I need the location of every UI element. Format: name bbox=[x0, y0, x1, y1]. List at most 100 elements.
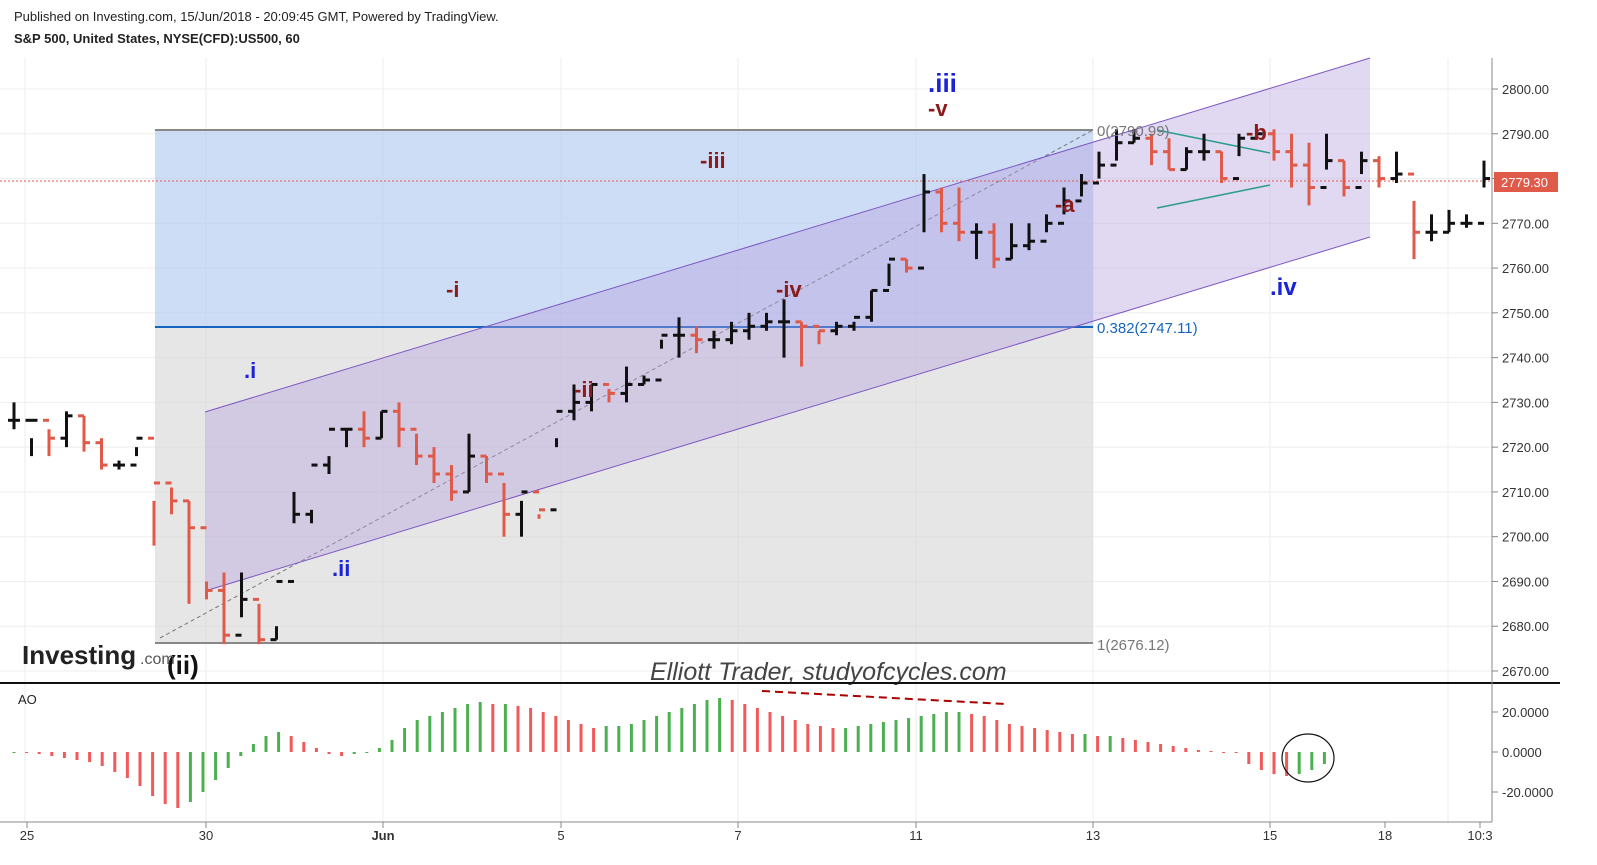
price-tick-label: 2720.00 bbox=[1502, 440, 1549, 455]
ao-bar bbox=[1007, 724, 1011, 752]
last-price-badge bbox=[1494, 172, 1558, 192]
price-tick-label: 2700.00 bbox=[1502, 530, 1549, 545]
ao-bar bbox=[1310, 752, 1314, 770]
ohlc-bar bbox=[883, 257, 895, 292]
wave-label-minus-i: -i bbox=[446, 277, 459, 302]
price-tick-label: 2790.00 bbox=[1502, 127, 1549, 142]
ao-bar bbox=[440, 712, 444, 752]
ao-bar bbox=[314, 748, 318, 752]
time-tick-label: 7 bbox=[734, 828, 741, 843]
ao-bar bbox=[529, 708, 533, 752]
ohlc-bar bbox=[1110, 129, 1123, 167]
ao-bar bbox=[806, 724, 810, 752]
ao-bar bbox=[415, 720, 419, 752]
ao-bar bbox=[907, 718, 911, 752]
ao-bar bbox=[932, 714, 936, 752]
ao-histogram bbox=[12, 698, 1326, 808]
symbol-title: S&P 500, United States, NYSE(CFD):US500,… bbox=[14, 31, 300, 46]
ao-bar bbox=[1171, 746, 1175, 752]
ao-bar bbox=[718, 698, 722, 752]
time-tick-label: 30 bbox=[199, 828, 213, 843]
time-tick-label: 25 bbox=[20, 828, 34, 843]
ohlc-bar bbox=[1215, 150, 1228, 184]
ohlc-bar bbox=[690, 326, 703, 354]
ohlc-bar bbox=[708, 330, 720, 349]
wave-label-minus-b: -b bbox=[1246, 120, 1267, 145]
channel-lower-line bbox=[204, 236, 1371, 592]
ohlc-bar bbox=[1163, 138, 1175, 172]
ao-bar bbox=[25, 752, 29, 753]
ohlc-bar bbox=[1128, 129, 1140, 145]
ao-bar bbox=[176, 752, 180, 808]
ohlc-bar bbox=[515, 490, 528, 537]
ao-bar bbox=[1196, 750, 1200, 752]
ao-bar bbox=[1058, 732, 1062, 752]
ao-bar bbox=[1121, 738, 1125, 752]
ohlc-bar bbox=[673, 317, 685, 358]
ohlc-bar bbox=[760, 312, 773, 331]
ohlc-bar bbox=[900, 257, 913, 273]
ao-bar bbox=[592, 728, 596, 752]
channel-upper-line bbox=[204, 57, 1371, 413]
ohlc-bar bbox=[1338, 159, 1350, 197]
ao-bar bbox=[37, 752, 41, 754]
ohlc-bar bbox=[183, 499, 195, 604]
ao-bar bbox=[352, 752, 356, 754]
ao-bar bbox=[302, 742, 306, 752]
ohlc-bar bbox=[445, 465, 458, 501]
ohlc-bar bbox=[533, 490, 545, 519]
ao-bar bbox=[755, 708, 759, 752]
ao-bar bbox=[844, 728, 848, 752]
ao-bar bbox=[151, 752, 155, 796]
ao-bar bbox=[251, 744, 255, 752]
ohlc-bar bbox=[305, 463, 318, 524]
ohlc-bar bbox=[393, 402, 405, 448]
ao-bar bbox=[466, 704, 470, 752]
ohlc-bar bbox=[1268, 129, 1280, 161]
price-tick-label: 2690.00 bbox=[1502, 574, 1549, 589]
ao-bar bbox=[100, 752, 104, 766]
ohlc-bar bbox=[480, 454, 493, 483]
ohlc-bar bbox=[1478, 160, 1490, 225]
ao-bar bbox=[516, 706, 520, 752]
ao-bar bbox=[818, 726, 822, 752]
price-tick-label: 2730.00 bbox=[1502, 395, 1549, 410]
ao-bar bbox=[478, 702, 482, 752]
time-tick-label: 5 bbox=[557, 828, 564, 843]
investing-logo: Investing bbox=[22, 640, 136, 670]
ao-bar bbox=[226, 752, 230, 768]
ao-bar bbox=[1234, 752, 1238, 753]
ohlc-bar bbox=[988, 223, 1000, 269]
ohlc-bars bbox=[8, 129, 1508, 645]
ohlc-bar bbox=[1355, 151, 1368, 189]
watermark: Elliott Trader, studyofcycles.com bbox=[650, 658, 1007, 686]
wave-label-minus-iii: -iii bbox=[700, 148, 726, 173]
ohlc-bar bbox=[358, 411, 370, 448]
ao-bar bbox=[1159, 744, 1163, 752]
ohlc-bar bbox=[235, 572, 248, 637]
ohlc-bar bbox=[918, 174, 930, 270]
ohlc-bar bbox=[1005, 223, 1018, 261]
wave-label-minus-a: -a bbox=[1055, 192, 1075, 217]
price-tick-label: 2760.00 bbox=[1502, 261, 1549, 276]
ohlc-bar bbox=[585, 382, 598, 412]
ohlc-bar bbox=[725, 321, 738, 345]
fib-trend-line bbox=[159, 129, 1094, 639]
ohlc-bar bbox=[270, 579, 283, 642]
ao-bar bbox=[831, 728, 835, 752]
ao-bar bbox=[1033, 728, 1037, 752]
ao-bar bbox=[201, 752, 205, 792]
ao-bar bbox=[957, 712, 961, 752]
ohlc-bar bbox=[620, 366, 633, 403]
ohlc-bar bbox=[970, 223, 983, 260]
ao-bar bbox=[629, 724, 633, 752]
ao-bar bbox=[604, 726, 608, 752]
wave-label-iii: .iii bbox=[928, 68, 957, 98]
ohlc-bar bbox=[1093, 151, 1105, 185]
ohlc-bar bbox=[148, 436, 160, 546]
price-tick-label: 2670.00 bbox=[1502, 664, 1549, 679]
ohlc-bar bbox=[1233, 133, 1245, 181]
ao-bar bbox=[970, 714, 974, 752]
ohlc-bar bbox=[218, 572, 230, 645]
